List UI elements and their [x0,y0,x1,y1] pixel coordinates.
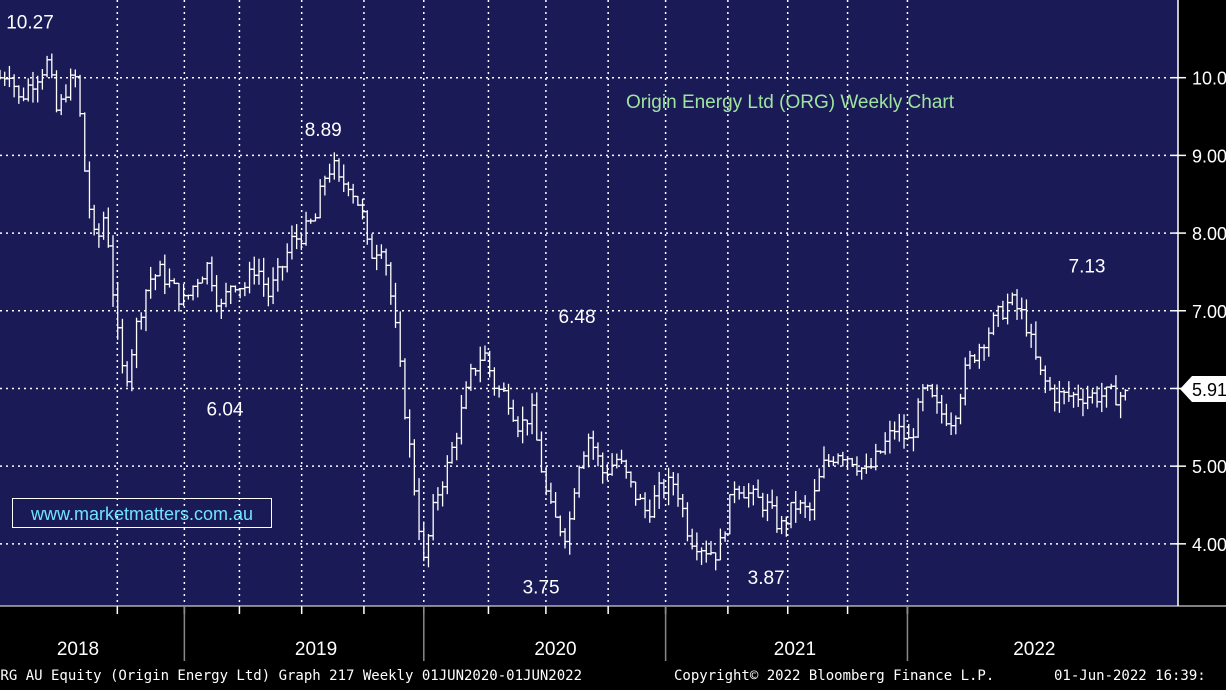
price-annotation: 6.48 [559,307,596,328]
y-tick-label: 4.00 [1192,535,1226,555]
current-price-marker: 5.91 [1180,376,1226,402]
price-series [0,53,1129,571]
price-annotation: 7.13 [1069,257,1106,278]
price-annotation: 3.87 [748,568,785,589]
x-tick-label: 2019 [295,639,337,660]
plot-area [0,0,1178,606]
y-tick-label: 9.00 [1192,146,1226,166]
chart-footer: ORG AU Equity (Origin Energy Ltd) Graph … [0,666,1226,690]
watermark-url: www.marketmatters.com.au [12,498,272,528]
price-annotation: 8.89 [305,120,342,141]
price-annotation: 3.75 [523,577,560,598]
x-tick-label: 2018 [57,639,99,660]
footer-copyright: Copyright© 2022 Bloomberg Finance L.P. [674,668,995,684]
footer-left: ORG AU Equity (Origin Energy Ltd) Graph … [0,668,583,684]
x-axis-ticks: 2018 2019 2020 2021 2022 [0,605,1226,661]
footer-timestamp: 01-Jun-2022 16:39: [1054,668,1206,684]
current-price-label: 5.91 [1192,380,1226,400]
x-tick-label: 2022 [1013,639,1055,660]
y-tick-label: 10.00 [1192,69,1226,89]
y-tick-label: 5.00 [1192,457,1226,477]
grid-lines [0,0,1178,606]
price-annotation: 6.04 [207,399,244,420]
y-tick-label: 7.00 [1192,302,1226,322]
x-tick-label: 2021 [774,639,816,660]
price-annotation: 10.27 [6,13,54,34]
x-axis-panel [0,606,1226,666]
y-tick-label: 8.00 [1192,224,1226,244]
x-tick-label: 2020 [534,639,576,660]
right-axis-panel [1178,0,1226,606]
chart-title: Origin Energy Ltd (ORG) Weekly Chart [626,92,955,113]
price-annotations: 10.27 6.04 8.89 3.75 6.48 3.87 7.13 [6,13,1105,599]
